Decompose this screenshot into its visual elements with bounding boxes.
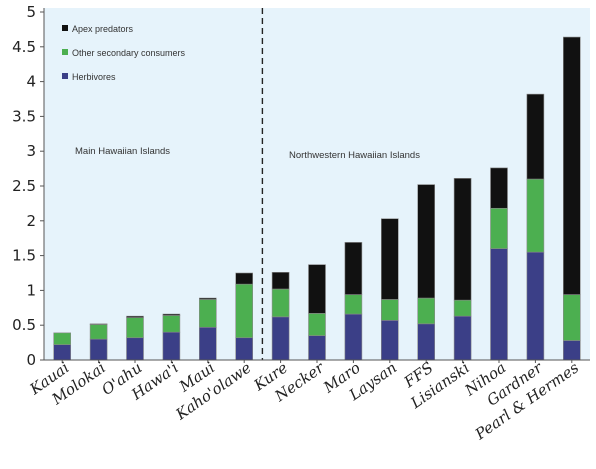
bar-molokai-herbivores (89, 338, 108, 361)
bar-ffs-apex-predators (417, 184, 436, 299)
bar-maui-herbivores (199, 326, 217, 361)
bar-molokai-other-secondary-consumers (89, 324, 108, 340)
y-tick-label: 3 (26, 142, 36, 160)
bar-ffs-herbivores (417, 323, 436, 361)
y-tick-label: 2 (26, 212, 36, 230)
bar-gardner-apex-predators (526, 93, 545, 180)
region-label-northwestern-hawaiian-islands: Northwestern Hawaiian Islands (289, 150, 420, 161)
bar-laysan-other-secondary-consumers (380, 299, 399, 321)
legend-swatch-herbivores (62, 73, 68, 79)
bar-molokai-apex-predators (89, 323, 108, 325)
y-tick-label: 4.5 (12, 38, 36, 56)
y-tick-label: 3.5 (12, 107, 36, 125)
region-label-main-hawaiian-islands: Main Hawaiian Islands (75, 146, 170, 157)
bar-nihoa-other-secondary-consumers (490, 207, 508, 249)
legend-label-herbivores: Herbivores (72, 72, 116, 82)
bar-pearl-hermes-apex-predators (562, 36, 581, 295)
bar-gardner-other-secondary-consumers (526, 178, 545, 253)
bar-kauai-other-secondary-consumers (53, 332, 72, 345)
y-tick-label: 4 (26, 73, 36, 91)
y-tick-label: 5 (26, 3, 36, 21)
legend-label-other-secondary-consumers: Other secondary consumers (72, 48, 186, 58)
bar-o-ahu-other-secondary-consumers (126, 317, 144, 339)
y-tick-label: 1 (26, 281, 36, 299)
legend: Apex predators Other secondary consumers H… (62, 24, 186, 82)
bar-kauai-herbivores (53, 344, 72, 361)
bar-kaho-olawe-herbivores (235, 337, 253, 361)
bar-lisianski-other-secondary-consumers (453, 299, 472, 317)
bar-necker-apex-predators (308, 264, 326, 314)
bar-gardner-herbivores (526, 251, 545, 361)
bar-kure-apex-predators (271, 272, 290, 290)
y-tick-label: 0 (26, 351, 36, 369)
legend-swatch-apex-predators (62, 25, 68, 31)
bar-pearl-hermes-herbivores (562, 340, 581, 361)
bar-ffs-other-secondary-consumers (417, 297, 436, 325)
bar-nihoa-herbivores (490, 248, 508, 361)
legend-swatch-other-secondary-consumers (62, 49, 68, 55)
bar-pearl-hermes-other-secondary-consumers (562, 294, 581, 341)
y-tick-label: 1.5 (12, 247, 36, 265)
bar-laysan-herbivores (380, 320, 399, 361)
bar-kure-other-secondary-consumers (271, 288, 290, 318)
bar-maro-herbivores (344, 313, 363, 361)
bar-necker-other-secondary-consumers (308, 313, 326, 336)
bar-maro-apex-predators (344, 242, 363, 295)
bar-maro-other-secondary-consumers (344, 294, 363, 315)
legend-label-apex-predators: Apex predators (72, 24, 134, 34)
bar-nihoa-apex-predators (490, 167, 508, 209)
bar-maui-other-secondary-consumers (199, 299, 217, 328)
bar-necker-herbivores (308, 335, 326, 361)
bar-kaho-olawe-other-secondary-consumers (235, 283, 253, 339)
bar-o-ahu-apex-predators (126, 315, 144, 318)
bar-hawa-i-herbivores (162, 331, 181, 361)
bar-maui-apex-predators (199, 297, 217, 300)
bar-kure-herbivores (271, 316, 290, 361)
bar-lisianski-apex-predators (453, 178, 472, 301)
bar-hawa-i-other-secondary-consumers (162, 315, 181, 333)
bar-lisianski-herbivores (453, 315, 472, 361)
bar-o-ahu-herbivores (126, 337, 144, 361)
bar-laysan-apex-predators (380, 218, 399, 300)
y-tick-label: 2.5 (12, 177, 36, 195)
y-tick-label: 0.5 (12, 316, 36, 334)
bar-kaho-olawe-apex-predators (235, 272, 253, 285)
bar-hawa-i-apex-predators (162, 313, 181, 316)
